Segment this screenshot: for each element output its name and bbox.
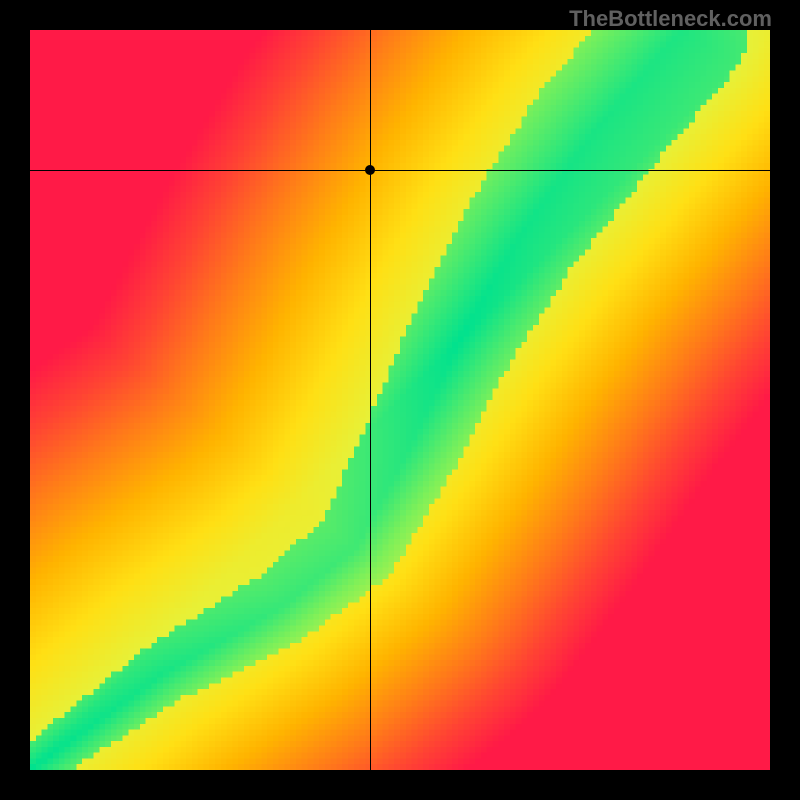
bottleneck-heatmap (30, 30, 770, 770)
crosshair-horizontal-line (30, 170, 770, 171)
crosshair-marker (365, 165, 375, 175)
crosshair-vertical-line (370, 30, 371, 770)
watermark-text: TheBottleneck.com (569, 6, 772, 32)
